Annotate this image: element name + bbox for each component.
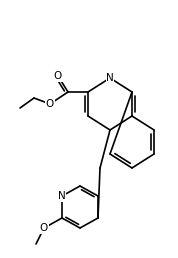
Text: O: O xyxy=(40,223,48,233)
Text: N: N xyxy=(58,191,66,201)
Text: O: O xyxy=(54,71,62,81)
Text: N: N xyxy=(106,73,114,83)
Text: O: O xyxy=(46,99,54,109)
